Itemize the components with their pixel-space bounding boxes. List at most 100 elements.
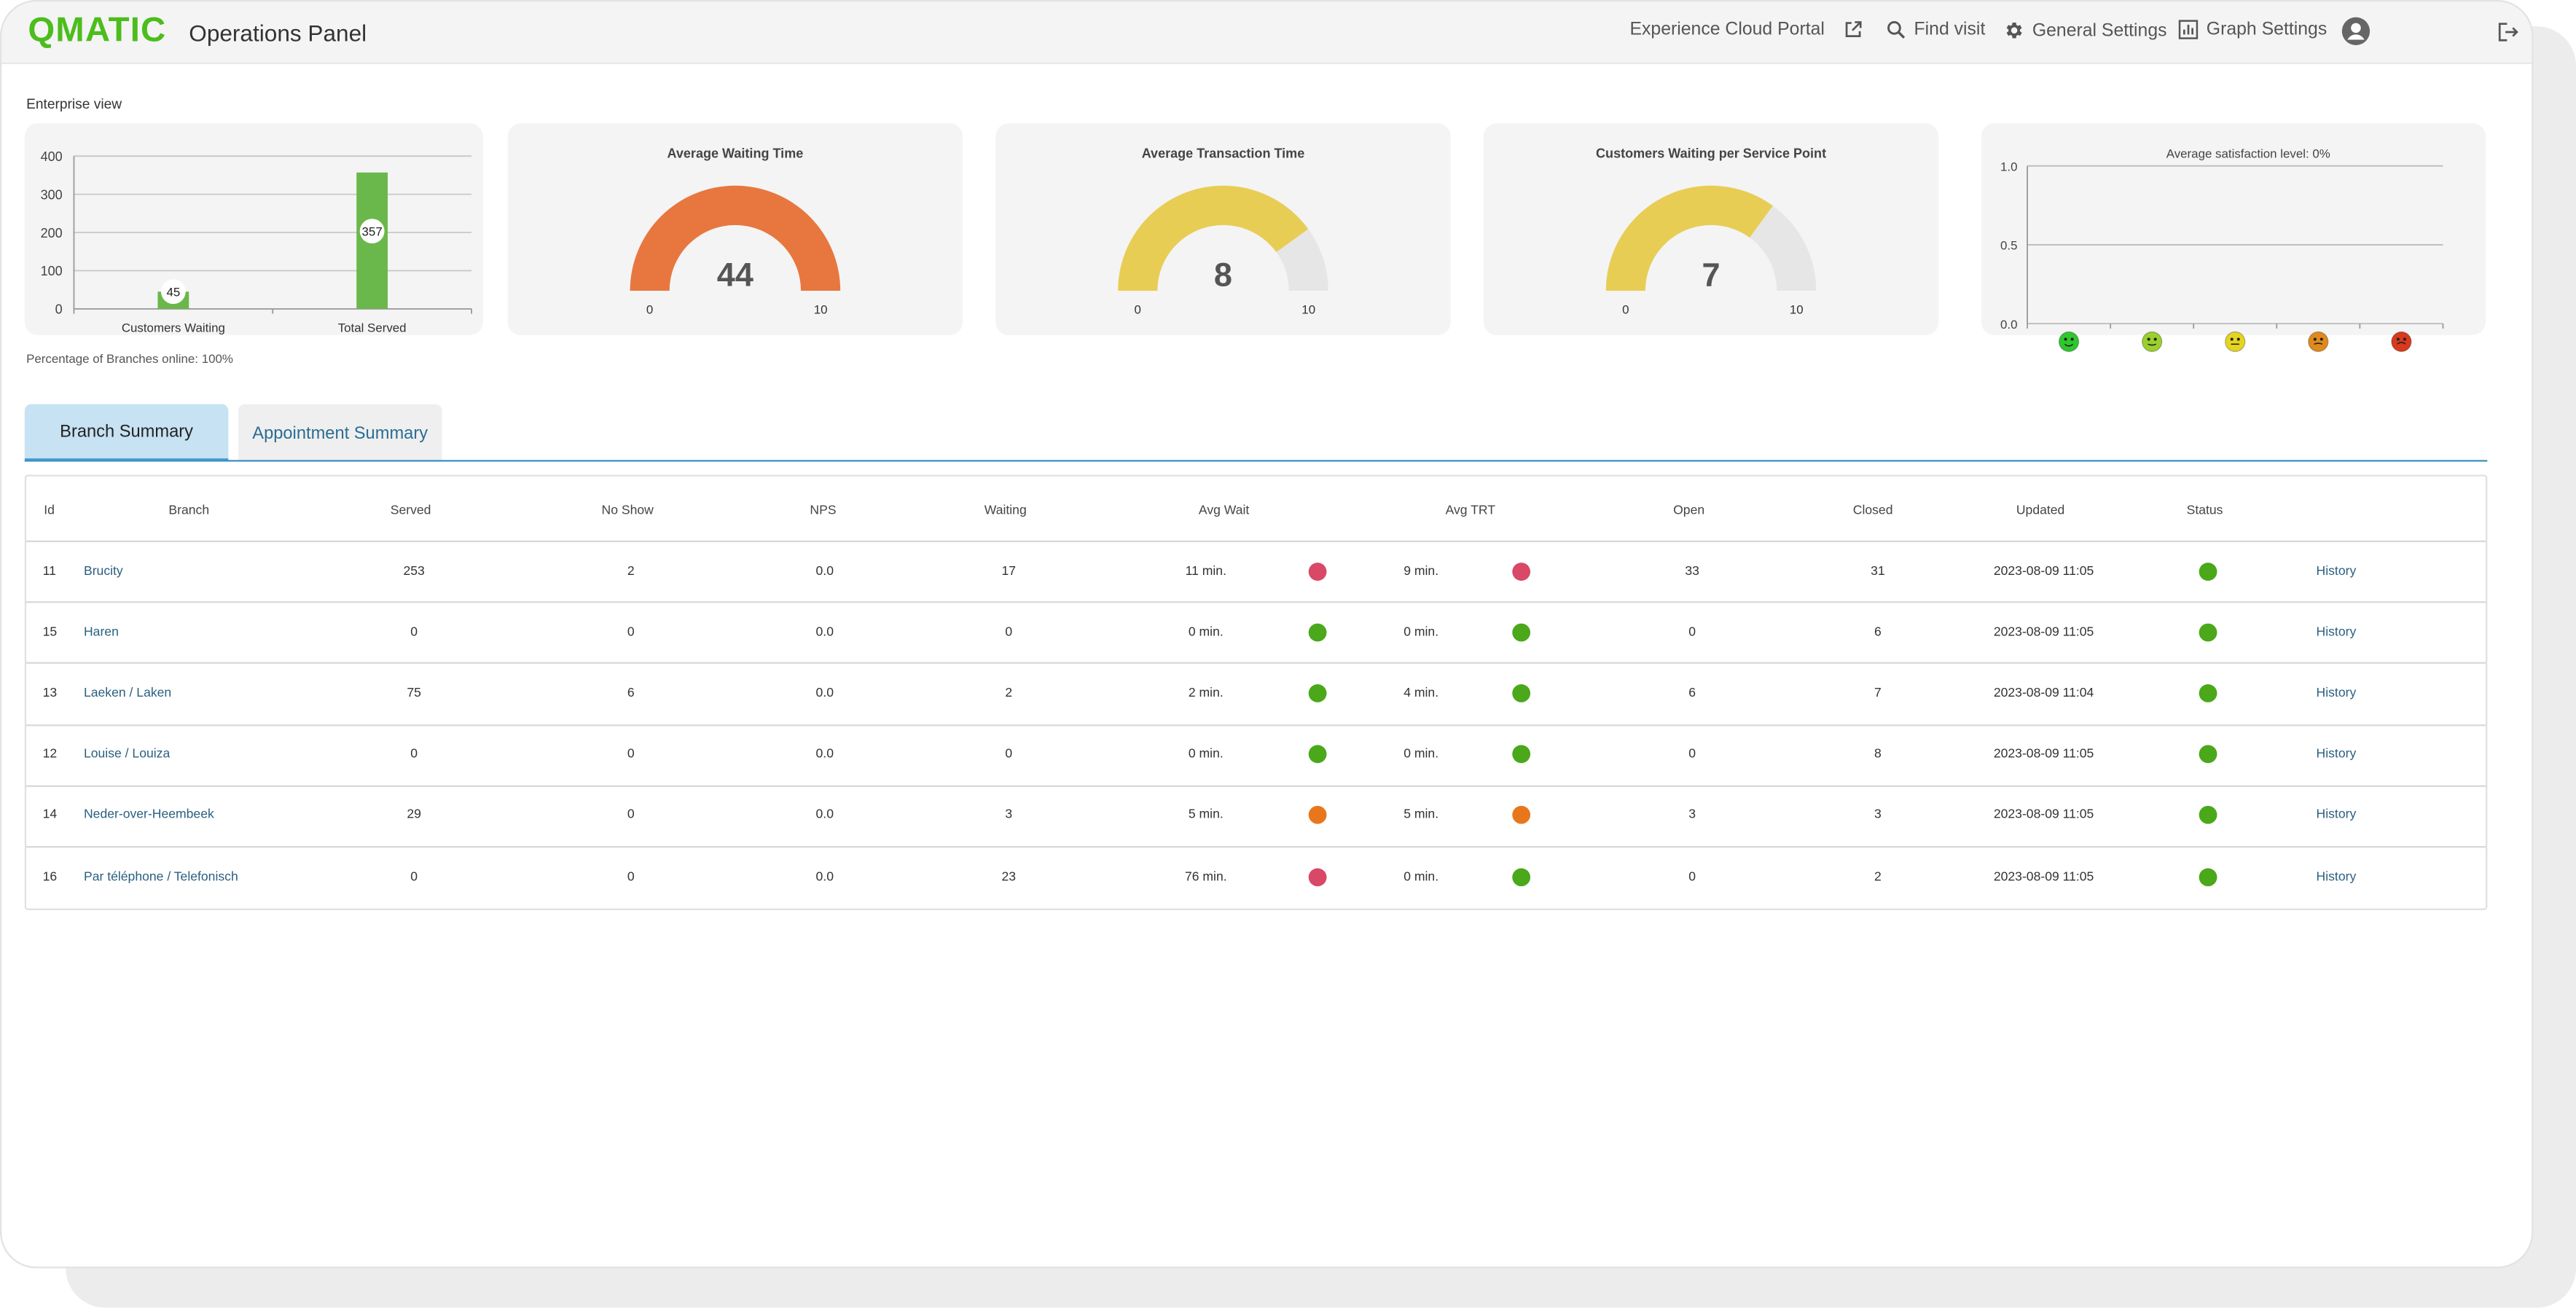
branch-link[interactable]: Par téléphone / Telefonisch xyxy=(83,868,238,884)
data-label-bubble xyxy=(160,279,186,305)
cell-waiting: 2 xyxy=(1005,685,1013,700)
row-divider xyxy=(26,724,2486,726)
customers-per-service-point-card: Customers Waiting per Service Point 7 0 10 xyxy=(1483,123,1939,335)
x-tick-label: Customers Waiting xyxy=(122,321,225,334)
smiley-icon xyxy=(2141,331,2163,353)
cell-served: 75 xyxy=(407,685,421,700)
history-link[interactable]: History xyxy=(2316,745,2357,761)
smiley-mouth xyxy=(2064,343,2074,347)
smiley-eye xyxy=(2070,337,2074,341)
smiley-icon xyxy=(2058,331,2080,353)
gauge-max: 10 xyxy=(1790,303,1804,317)
cell-avgtrt: 0 min. xyxy=(1404,745,1439,761)
row-divider xyxy=(26,601,2486,603)
branch-link[interactable]: Louise / Louiza xyxy=(83,745,171,761)
data-label: 45 xyxy=(166,286,180,299)
table-row[interactable]: 14 Neder-over-Heembeek 29 0 0.0 3 5 min. 5 min.… xyxy=(26,785,2486,846)
column-header[interactable]: Served xyxy=(390,502,431,518)
branch-link[interactable]: Neder-over-Heembeek xyxy=(83,807,214,823)
branch-status-dot xyxy=(2199,562,2217,581)
chart-icon xyxy=(2178,20,2199,39)
branch-link[interactable]: Brucity xyxy=(83,563,123,578)
find-visit-link[interactable]: Find visit xyxy=(1886,20,1985,39)
table-row[interactable]: 13 Laeken / Laken 75 6 0.0 2 2 min. 4 min. 6 7 202… xyxy=(26,662,2486,724)
column-header[interactable]: Avg TRT xyxy=(1445,502,1495,518)
cell-noshow: 0 xyxy=(627,807,635,823)
cell-open: 0 xyxy=(1688,745,1696,761)
table-row[interactable]: 15 Haren 0 0 0.0 0 0 min. 0 min. 0 6 2023-08-09 11… xyxy=(26,602,2486,663)
cell-noshow: 0 xyxy=(627,745,635,761)
smiley-face xyxy=(2391,331,2412,353)
column-header[interactable]: Closed xyxy=(1852,502,1893,518)
cell-nps: 0.0 xyxy=(815,624,834,639)
column-header[interactable]: Status xyxy=(2186,502,2223,518)
smiley-mouth xyxy=(2148,343,2157,346)
column-header[interactable]: Id xyxy=(44,502,55,518)
row-divider xyxy=(26,846,2486,848)
average-transaction-time-gauge: 8 0 10 xyxy=(1118,185,1328,317)
gauge-title: Average Waiting Time xyxy=(667,146,804,161)
cell-served: 0 xyxy=(410,868,418,884)
gauge-min: 0 xyxy=(1622,303,1629,317)
branch-link[interactable]: Haren xyxy=(83,624,119,639)
column-header[interactable]: Branch xyxy=(168,502,210,518)
history-link[interactable]: History xyxy=(2316,685,2357,700)
history-link[interactable]: History xyxy=(2316,807,2357,823)
smiley-face xyxy=(2058,331,2080,353)
find-visit-label: Find visit xyxy=(1914,20,1986,40)
smiley-eye xyxy=(2147,337,2150,341)
avg-trt-status-dot xyxy=(1512,806,1531,825)
column-header[interactable]: Updated xyxy=(2016,502,2065,518)
column-header[interactable]: Waiting xyxy=(984,502,1027,518)
cell-id: 13 xyxy=(42,685,58,700)
smiley-eye xyxy=(2403,337,2406,341)
gauge-max: 10 xyxy=(814,303,828,317)
user-account-icon[interactable] xyxy=(2341,17,2371,47)
avg-trt-status-dot xyxy=(1512,684,1531,702)
graph-settings-link[interactable]: Graph Settings xyxy=(2178,20,2327,39)
history-link[interactable]: History xyxy=(2316,868,2357,884)
row-divider xyxy=(26,540,2486,542)
smiley-face xyxy=(2225,331,2246,353)
history-link[interactable]: History xyxy=(2316,624,2357,639)
history-link[interactable]: History xyxy=(2316,563,2357,578)
cell-updated: 2023-08-09 11:05 xyxy=(1993,807,2094,823)
portal-label: Experience Cloud Portal xyxy=(1629,20,1825,40)
column-header[interactable]: NPS xyxy=(810,502,837,518)
smiley-icon xyxy=(2391,331,2412,353)
branch-link[interactable]: Laeken / Laken xyxy=(83,685,172,700)
gauge-min: 0 xyxy=(1135,303,1141,317)
y-tick-label: 200 xyxy=(41,226,63,240)
enterprise-view-label: Enterprise view xyxy=(26,95,122,112)
branches-online-text: Percentage of Branches online: 100% xyxy=(26,351,233,367)
y-tick-label: 0 xyxy=(55,302,63,317)
table-row[interactable]: 16 Par téléphone / Telefonisch 0 0 0.0 23 76 m… xyxy=(26,846,2486,907)
tab-branch-summary[interactable]: Branch Summary xyxy=(24,404,229,462)
cell-nps: 0.0 xyxy=(815,807,834,823)
table-row[interactable]: 11 Brucity 253 2 0.0 17 11 min. 9 min. 33 31 2023-… xyxy=(26,541,2486,602)
column-header[interactable]: Open xyxy=(1673,502,1705,518)
column-header[interactable]: Avg Wait xyxy=(1198,502,1250,518)
gauge-min: 0 xyxy=(646,303,653,317)
cell-closed: 3 xyxy=(1874,807,1882,823)
experience-cloud-portal-link[interactable]: Experience Cloud Portal xyxy=(1629,20,1862,39)
column-header[interactable]: No Show xyxy=(601,502,654,518)
tab-appointment-summary[interactable]: Appointment Summary xyxy=(238,404,442,462)
avg-wait-status-dot xyxy=(1308,745,1327,764)
cell-open: 0 xyxy=(1688,868,1696,884)
general-settings-link[interactable]: General Settings xyxy=(2003,20,2167,41)
qmatic-logo[interactable]: QMATIC xyxy=(28,11,167,50)
table-row[interactable]: 12 Louise / Louiza 0 0 0.0 0 0 min. 0 min. 0 8 202… xyxy=(26,724,2486,785)
cell-avgtrt: 9 min. xyxy=(1404,563,1439,578)
cell-avgwait: 76 min. xyxy=(1184,868,1227,884)
cell-noshow: 6 xyxy=(627,685,635,700)
cell-nps: 0.0 xyxy=(815,868,834,884)
logout-icon[interactable] xyxy=(2497,21,2518,42)
average-waiting-time-card: Average Waiting Time 44 0 10 xyxy=(507,123,963,335)
cell-waiting: 17 xyxy=(1001,563,1017,578)
row-divider xyxy=(26,662,2486,665)
cell-avgtrt: 5 min. xyxy=(1404,807,1439,823)
cell-id: 14 xyxy=(42,807,58,823)
search-icon xyxy=(1886,20,1906,39)
